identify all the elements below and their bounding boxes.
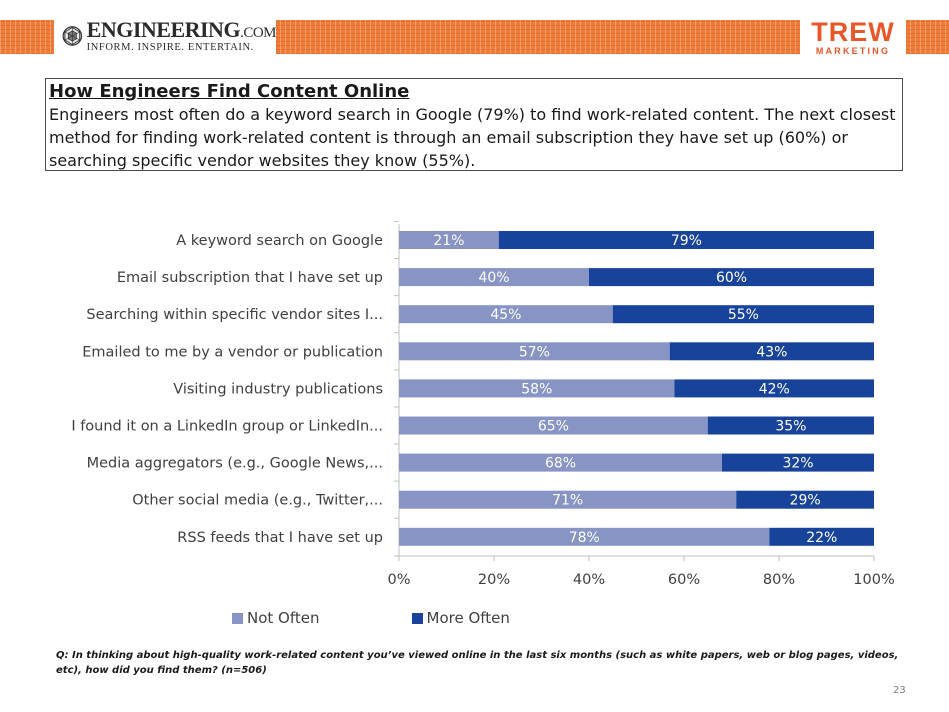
data-label-not-often-1: 21% bbox=[433, 233, 464, 249]
stacked-bar-chart: A keyword search on Google 21% 79% Email su… bbox=[71, 220, 895, 588]
trew-logo-sub: MARKETING bbox=[815, 45, 891, 56]
bar-not-often-7 bbox=[399, 453, 722, 472]
data-label-not-often-9: 78% bbox=[569, 530, 600, 546]
category-label-3: Searching within specific vendor sites I… bbox=[86, 307, 383, 323]
legend-label-more-often: More Often bbox=[426, 609, 510, 627]
data-label-more-often-7: 32% bbox=[782, 456, 813, 472]
category-label-9: RSS feeds that I have set up bbox=[177, 530, 383, 546]
data-label-more-often-9: 22% bbox=[806, 530, 837, 546]
page-number: 23 bbox=[893, 685, 906, 696]
trew-marketing-logo[interactable]: TREW MARKETING bbox=[800, 16, 906, 58]
category-label-2: Email subscription that I have set up bbox=[117, 270, 383, 286]
legend-item-not-often: Not Often bbox=[232, 609, 320, 627]
bar-more-often-6 bbox=[707, 416, 874, 435]
category-label-7: Media aggregators (e.g., Google News,... bbox=[87, 456, 383, 472]
logo-suffix: .COM bbox=[240, 24, 276, 41]
trew-logo-name: TREW bbox=[811, 16, 895, 47]
data-label-not-often-7: 68% bbox=[545, 456, 576, 472]
bar-not-often-4 bbox=[399, 342, 670, 361]
page-title: How Engineers Find Content Online bbox=[49, 81, 410, 102]
data-label-not-often-8: 71% bbox=[552, 493, 583, 509]
legend-item-more-often: More Often bbox=[411, 609, 510, 627]
bar-not-often-5 bbox=[399, 379, 675, 398]
bar-not-often-1 bbox=[399, 231, 499, 249]
data-label-not-often-6: 65% bbox=[538, 419, 569, 435]
bar-not-often-2 bbox=[399, 268, 589, 287]
category-label-6: I found it on a LinkedIn group or Linked… bbox=[71, 419, 383, 435]
bar-more-often-8 bbox=[736, 490, 874, 509]
data-label-more-often-1: 79% bbox=[671, 233, 702, 249]
legend-label-not-often: Not Often bbox=[247, 609, 320, 627]
data-label-not-often-3: 45% bbox=[490, 307, 521, 323]
survey-question: Q: In thinking about high-quality work-r… bbox=[56, 650, 899, 676]
bar-not-often-8 bbox=[399, 490, 737, 509]
logo-name: ENGINEERING bbox=[86, 16, 241, 42]
legend-swatch-not-often bbox=[232, 612, 243, 624]
category-label-1: A keyword search on Google bbox=[176, 233, 383, 249]
bar-more-often-2 bbox=[589, 268, 874, 287]
data-label-not-often-4: 57% bbox=[519, 344, 550, 360]
bar-more-often-5 bbox=[674, 379, 874, 398]
data-label-more-often-8: 29% bbox=[790, 493, 821, 509]
data-label-not-often-5: 58% bbox=[521, 381, 552, 397]
bar-more-often-3 bbox=[612, 305, 874, 324]
data-label-more-often-6: 35% bbox=[775, 419, 806, 435]
category-label-4: Emailed to me by a vendor or publication bbox=[82, 344, 383, 360]
category-label-5: Visiting industry publications bbox=[173, 381, 383, 397]
x-tick-label-3: 40% bbox=[573, 572, 605, 588]
data-label-more-often-4: 43% bbox=[756, 344, 787, 360]
bar-more-often-1 bbox=[498, 231, 874, 249]
summary-text: Engineers most often do a keyword search… bbox=[49, 105, 896, 170]
bar-not-often-9 bbox=[399, 527, 770, 546]
globe-logo-icon bbox=[62, 26, 83, 46]
data-label-more-often-3: 55% bbox=[728, 307, 759, 323]
bar-not-often-6 bbox=[399, 416, 708, 435]
x-tick-label-5: 80% bbox=[763, 572, 795, 588]
data-label-not-often-2: 40% bbox=[478, 270, 509, 286]
chart-legend: Not Often More Often bbox=[232, 609, 602, 627]
bar-more-often-7 bbox=[722, 453, 874, 472]
x-tick-label-4: 60% bbox=[668, 572, 700, 588]
engineering-com-logo[interactable]: ENGINEERING.COM INFORM. INSPIRE. ENTERTA… bbox=[54, 14, 276, 58]
x-tick-label-2: 20% bbox=[478, 572, 510, 588]
category-label-8: Other social media (e.g., Twitter,... bbox=[132, 493, 383, 509]
data-label-more-often-2: 60% bbox=[716, 270, 747, 286]
x-tick-label-6: 100% bbox=[853, 572, 894, 588]
bar-not-often-3 bbox=[399, 305, 613, 324]
bar-more-often-4 bbox=[669, 342, 874, 361]
x-tick-label-1: 0% bbox=[387, 572, 410, 588]
data-label-more-often-5: 42% bbox=[759, 381, 790, 397]
logo-tagline: INFORM. INSPIRE. ENTERTAIN. bbox=[86, 41, 254, 53]
legend-swatch-more-often bbox=[411, 612, 423, 624]
title-box: How Engineers Find Content Online Engine… bbox=[45, 78, 903, 171]
bar-more-often-9 bbox=[769, 527, 874, 546]
